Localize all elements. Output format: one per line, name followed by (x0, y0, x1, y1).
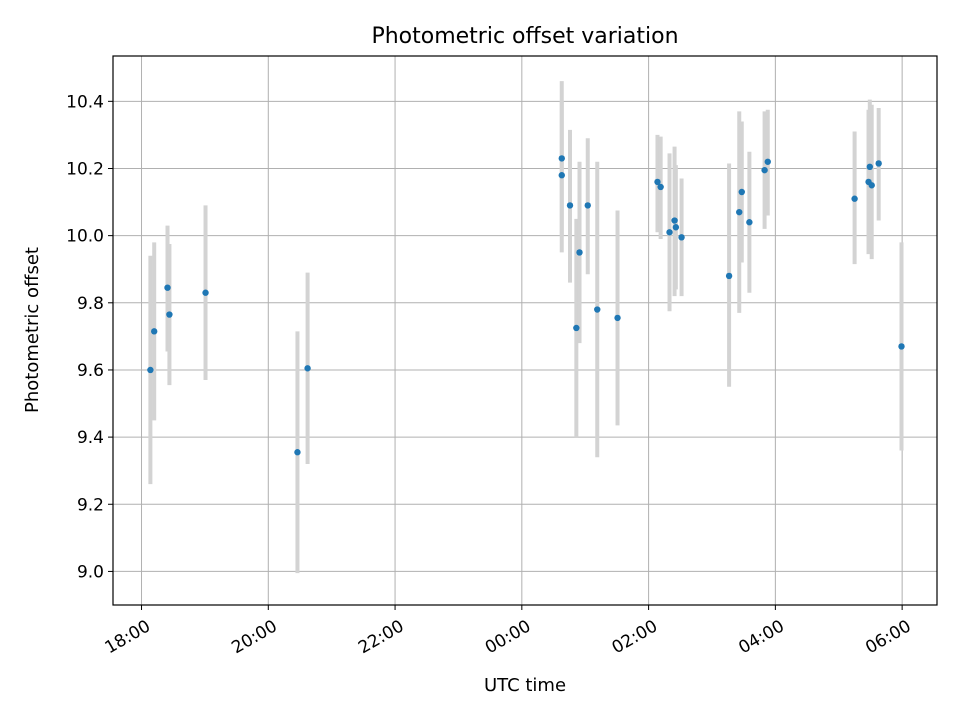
data-point (304, 365, 311, 372)
data-point (654, 178, 661, 186)
data-point (294, 449, 301, 456)
data-point (166, 311, 173, 318)
data-point (746, 219, 753, 226)
y-tick-label: 9.2 (77, 495, 104, 515)
data-point (672, 224, 680, 231)
data-point (671, 217, 678, 224)
data-point (202, 289, 209, 296)
data-point (868, 182, 875, 189)
data-point (558, 155, 565, 162)
data-point (666, 229, 673, 236)
data-point (614, 314, 621, 322)
x-tick-label: 20:00 (228, 616, 280, 658)
data-point (875, 160, 882, 167)
data-point (594, 306, 601, 313)
data-point (573, 324, 580, 332)
data-point (584, 202, 591, 209)
y-tick-label: 9.0 (77, 562, 104, 582)
data-point (866, 163, 874, 171)
y-tick-label: 10.4 (66, 92, 104, 112)
data-point (898, 343, 905, 350)
y-axis-label: Photometric offset (22, 247, 43, 413)
y-tick-label: 9.8 (77, 294, 104, 314)
error-bars (148, 81, 904, 574)
x-tick-label: 22:00 (355, 616, 407, 658)
data-point (736, 208, 743, 216)
data-point (657, 183, 664, 191)
data-point (738, 188, 745, 196)
y-tick-label: 10.0 (66, 227, 104, 247)
x-tick-label: 06:00 (862, 616, 914, 658)
data-point (147, 366, 154, 374)
data-points (147, 155, 905, 456)
data-point (151, 328, 158, 335)
plot-frame (112, 55, 938, 606)
x-tick-label: 18:00 (102, 616, 154, 658)
x-tick-label: 00:00 (482, 616, 534, 658)
y-tick-label: 9.6 (77, 361, 104, 381)
data-point (851, 195, 858, 202)
x-tick-label: 04:00 (735, 616, 787, 658)
data-point (566, 202, 574, 209)
x-axis-label: UTC time (484, 675, 566, 696)
x-tick-label: 02:00 (609, 616, 661, 658)
y-tick-label: 9.4 (77, 428, 104, 448)
chart-title: Photometric offset variation (371, 24, 678, 49)
data-point (558, 172, 565, 179)
data-point (164, 284, 171, 291)
data-point (761, 166, 768, 174)
y-tick-label: 10.2 (66, 159, 104, 179)
data-point (576, 249, 583, 256)
grid (113, 56, 937, 605)
data-point (764, 158, 771, 165)
data-point (725, 272, 733, 280)
axis-ticks: 18:00 20:00 22:00 00:00 02:00 04:00 06:00 9.0 9.… (66, 92, 914, 658)
data-point (678, 234, 685, 241)
